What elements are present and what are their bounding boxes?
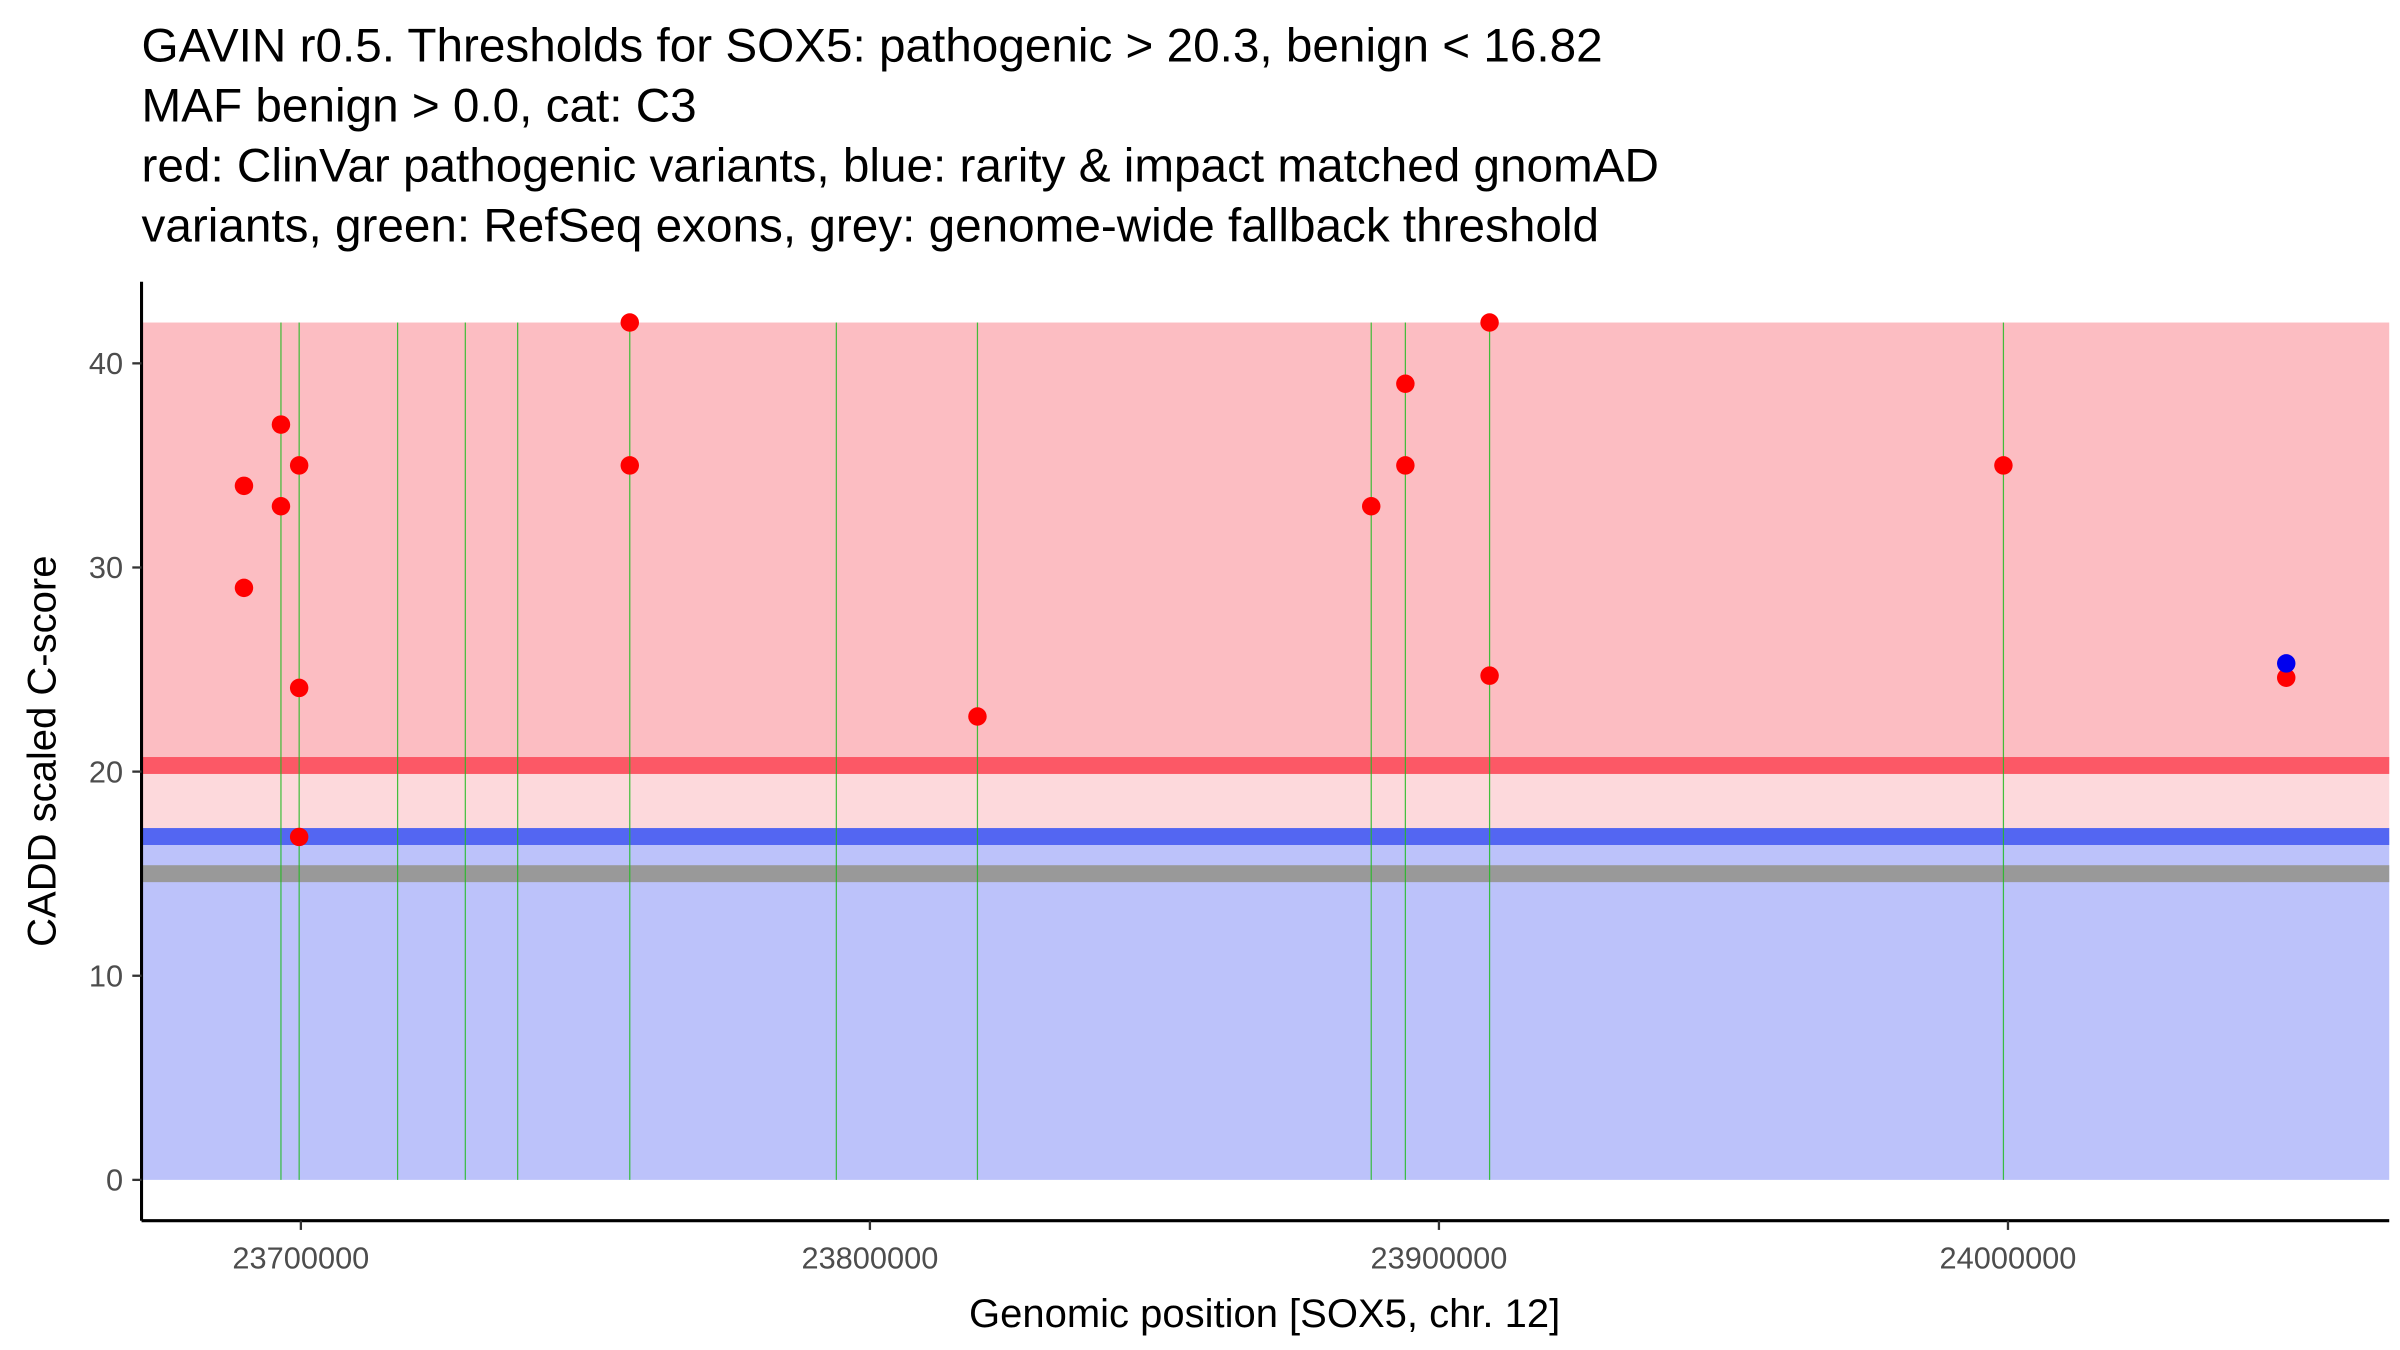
gnomad-point <box>2277 654 2296 673</box>
clinvar-point <box>289 456 309 475</box>
benign-zone <box>141 836 2390 1180</box>
chart-title: GAVIN r0.5. Thresholds for SOX5: pathoge… <box>142 20 1659 253</box>
x-tick-label: 23700000 <box>232 1240 369 1275</box>
title-line-2: MAF benign > 0.0, cat: C3 <box>142 80 697 133</box>
clinvar-point <box>1994 456 2013 475</box>
fallback-threshold-line <box>141 865 2390 883</box>
x-tick-label: 23800000 <box>801 1240 938 1275</box>
uncertain-zone <box>141 765 2390 837</box>
clinvar-point <box>1396 456 1415 475</box>
clinvar-point <box>289 678 309 698</box>
clinvar-point <box>1480 666 1499 685</box>
pathogenic-threshold-line <box>141 757 2390 774</box>
clinvar-point <box>289 827 309 847</box>
clinvar-point <box>271 497 291 516</box>
clinvar-point <box>620 313 640 332</box>
y-axis-label: CADD scaled C-score <box>20 556 64 947</box>
y-tick-label: 0 <box>106 1163 123 1198</box>
clinvar-point <box>2277 668 2296 687</box>
y-tick-label: 20 <box>89 754 123 789</box>
y-tick-label: 30 <box>89 550 123 585</box>
x-axis-label: Genomic position [SOX5, chr. 12] <box>969 1292 1560 1336</box>
x-tick-label: 24000000 <box>1940 1240 2077 1275</box>
y-tick-label: 10 <box>89 959 123 994</box>
clinvar-point <box>1361 497 1381 516</box>
title-line-4: variants, green: RefSeq exons, grey: gen… <box>142 200 1600 253</box>
x-tick-label: 23900000 <box>1371 1240 1508 1275</box>
y-tick-label: 40 <box>89 346 123 381</box>
clinvar-point <box>620 456 640 475</box>
benign-threshold-line <box>141 828 2390 845</box>
title-line-1: GAVIN r0.5. Thresholds for SOX5: pathoge… <box>142 20 1603 73</box>
clinvar-point <box>234 476 254 496</box>
title-line-3: red: ClinVar pathogenic variants, blue: … <box>142 140 1659 193</box>
clinvar-point <box>968 707 987 726</box>
clinvar-point <box>1396 374 1415 393</box>
pathogenic-zone <box>141 322 2390 766</box>
clinvar-point <box>1480 313 1499 332</box>
clinvar-point <box>271 415 291 434</box>
clinvar-point <box>234 578 254 598</box>
